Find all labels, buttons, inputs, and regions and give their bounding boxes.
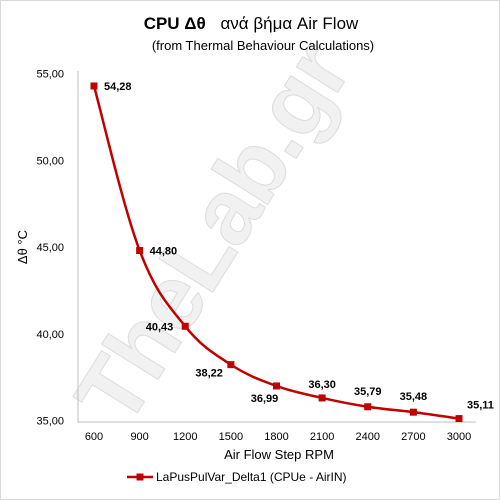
x-axis-label: Air Flow Step RPM bbox=[224, 447, 334, 462]
legend-series-label: LaPusPulVar_Delta1 (CPUe - AirIN) bbox=[156, 470, 347, 484]
chart-subtitle: (from Thermal Behaviour Calculations) bbox=[152, 38, 374, 53]
data-point-marker bbox=[181, 322, 189, 330]
x-tick-label: 1800 bbox=[264, 431, 288, 443]
x-tick-label: 3000 bbox=[447, 431, 471, 443]
data-point-marker bbox=[227, 361, 235, 369]
chart-title: CPU Δθ ανά βήμα Air Flow bbox=[144, 14, 359, 33]
data-label: 54,28 bbox=[104, 81, 132, 93]
series-layer: 54,28 44,80 40,43 38,22 36,99 36,30 35,79 35,48… bbox=[90, 81, 494, 423]
data-point-marker bbox=[273, 382, 280, 390]
data-label: 40,43 bbox=[146, 321, 174, 333]
data-point-marker bbox=[455, 415, 463, 423]
legend: LaPusPulVar_Delta1 (CPUe - AirIN) bbox=[127, 470, 347, 484]
x-tick-label: 1500 bbox=[219, 431, 243, 443]
data-point-marker bbox=[409, 408, 417, 416]
data-label: 44,80 bbox=[150, 245, 178, 257]
chart-title-bold: CPU Δθ bbox=[144, 14, 206, 33]
y-tick-label: 45,00 bbox=[36, 242, 64, 254]
data-label: 38,22 bbox=[195, 368, 223, 380]
y-tick-labels: 35,00 40,00 45,00 50,00 55,00 bbox=[36, 69, 64, 428]
data-point-marker bbox=[318, 394, 326, 402]
x-tick-labels: 600 900 1200 1500 1800 2100 2400 2700 3000 bbox=[85, 431, 471, 443]
y-tick-label: 35,00 bbox=[36, 416, 64, 428]
data-label: 36,99 bbox=[251, 393, 279, 405]
x-tick-label: 2400 bbox=[356, 431, 380, 443]
data-point-marker bbox=[364, 403, 372, 411]
x-tick-label: 2100 bbox=[310, 431, 334, 443]
x-tick-label: 600 bbox=[85, 431, 103, 443]
y-tick-label: 55,00 bbox=[36, 69, 64, 81]
data-label: 35,48 bbox=[400, 391, 428, 403]
data-point-marker bbox=[90, 82, 98, 90]
y-tick-label: 40,00 bbox=[36, 329, 64, 341]
chart-title-rest: ανά βήμα Air Flow bbox=[220, 14, 359, 33]
y-axis-label: Δθ °C bbox=[15, 230, 30, 264]
legend-marker-swatch bbox=[136, 473, 144, 481]
data-label: 36,30 bbox=[308, 379, 336, 391]
x-tick-label: 1200 bbox=[173, 431, 197, 443]
data-point-marker bbox=[136, 246, 144, 254]
x-tick-label: 2700 bbox=[401, 431, 425, 443]
data-label: 35,79 bbox=[354, 386, 382, 398]
y-tick-label: 50,00 bbox=[36, 155, 64, 167]
data-label: 35,11 bbox=[467, 400, 494, 412]
x-tick-label: 900 bbox=[130, 431, 148, 443]
